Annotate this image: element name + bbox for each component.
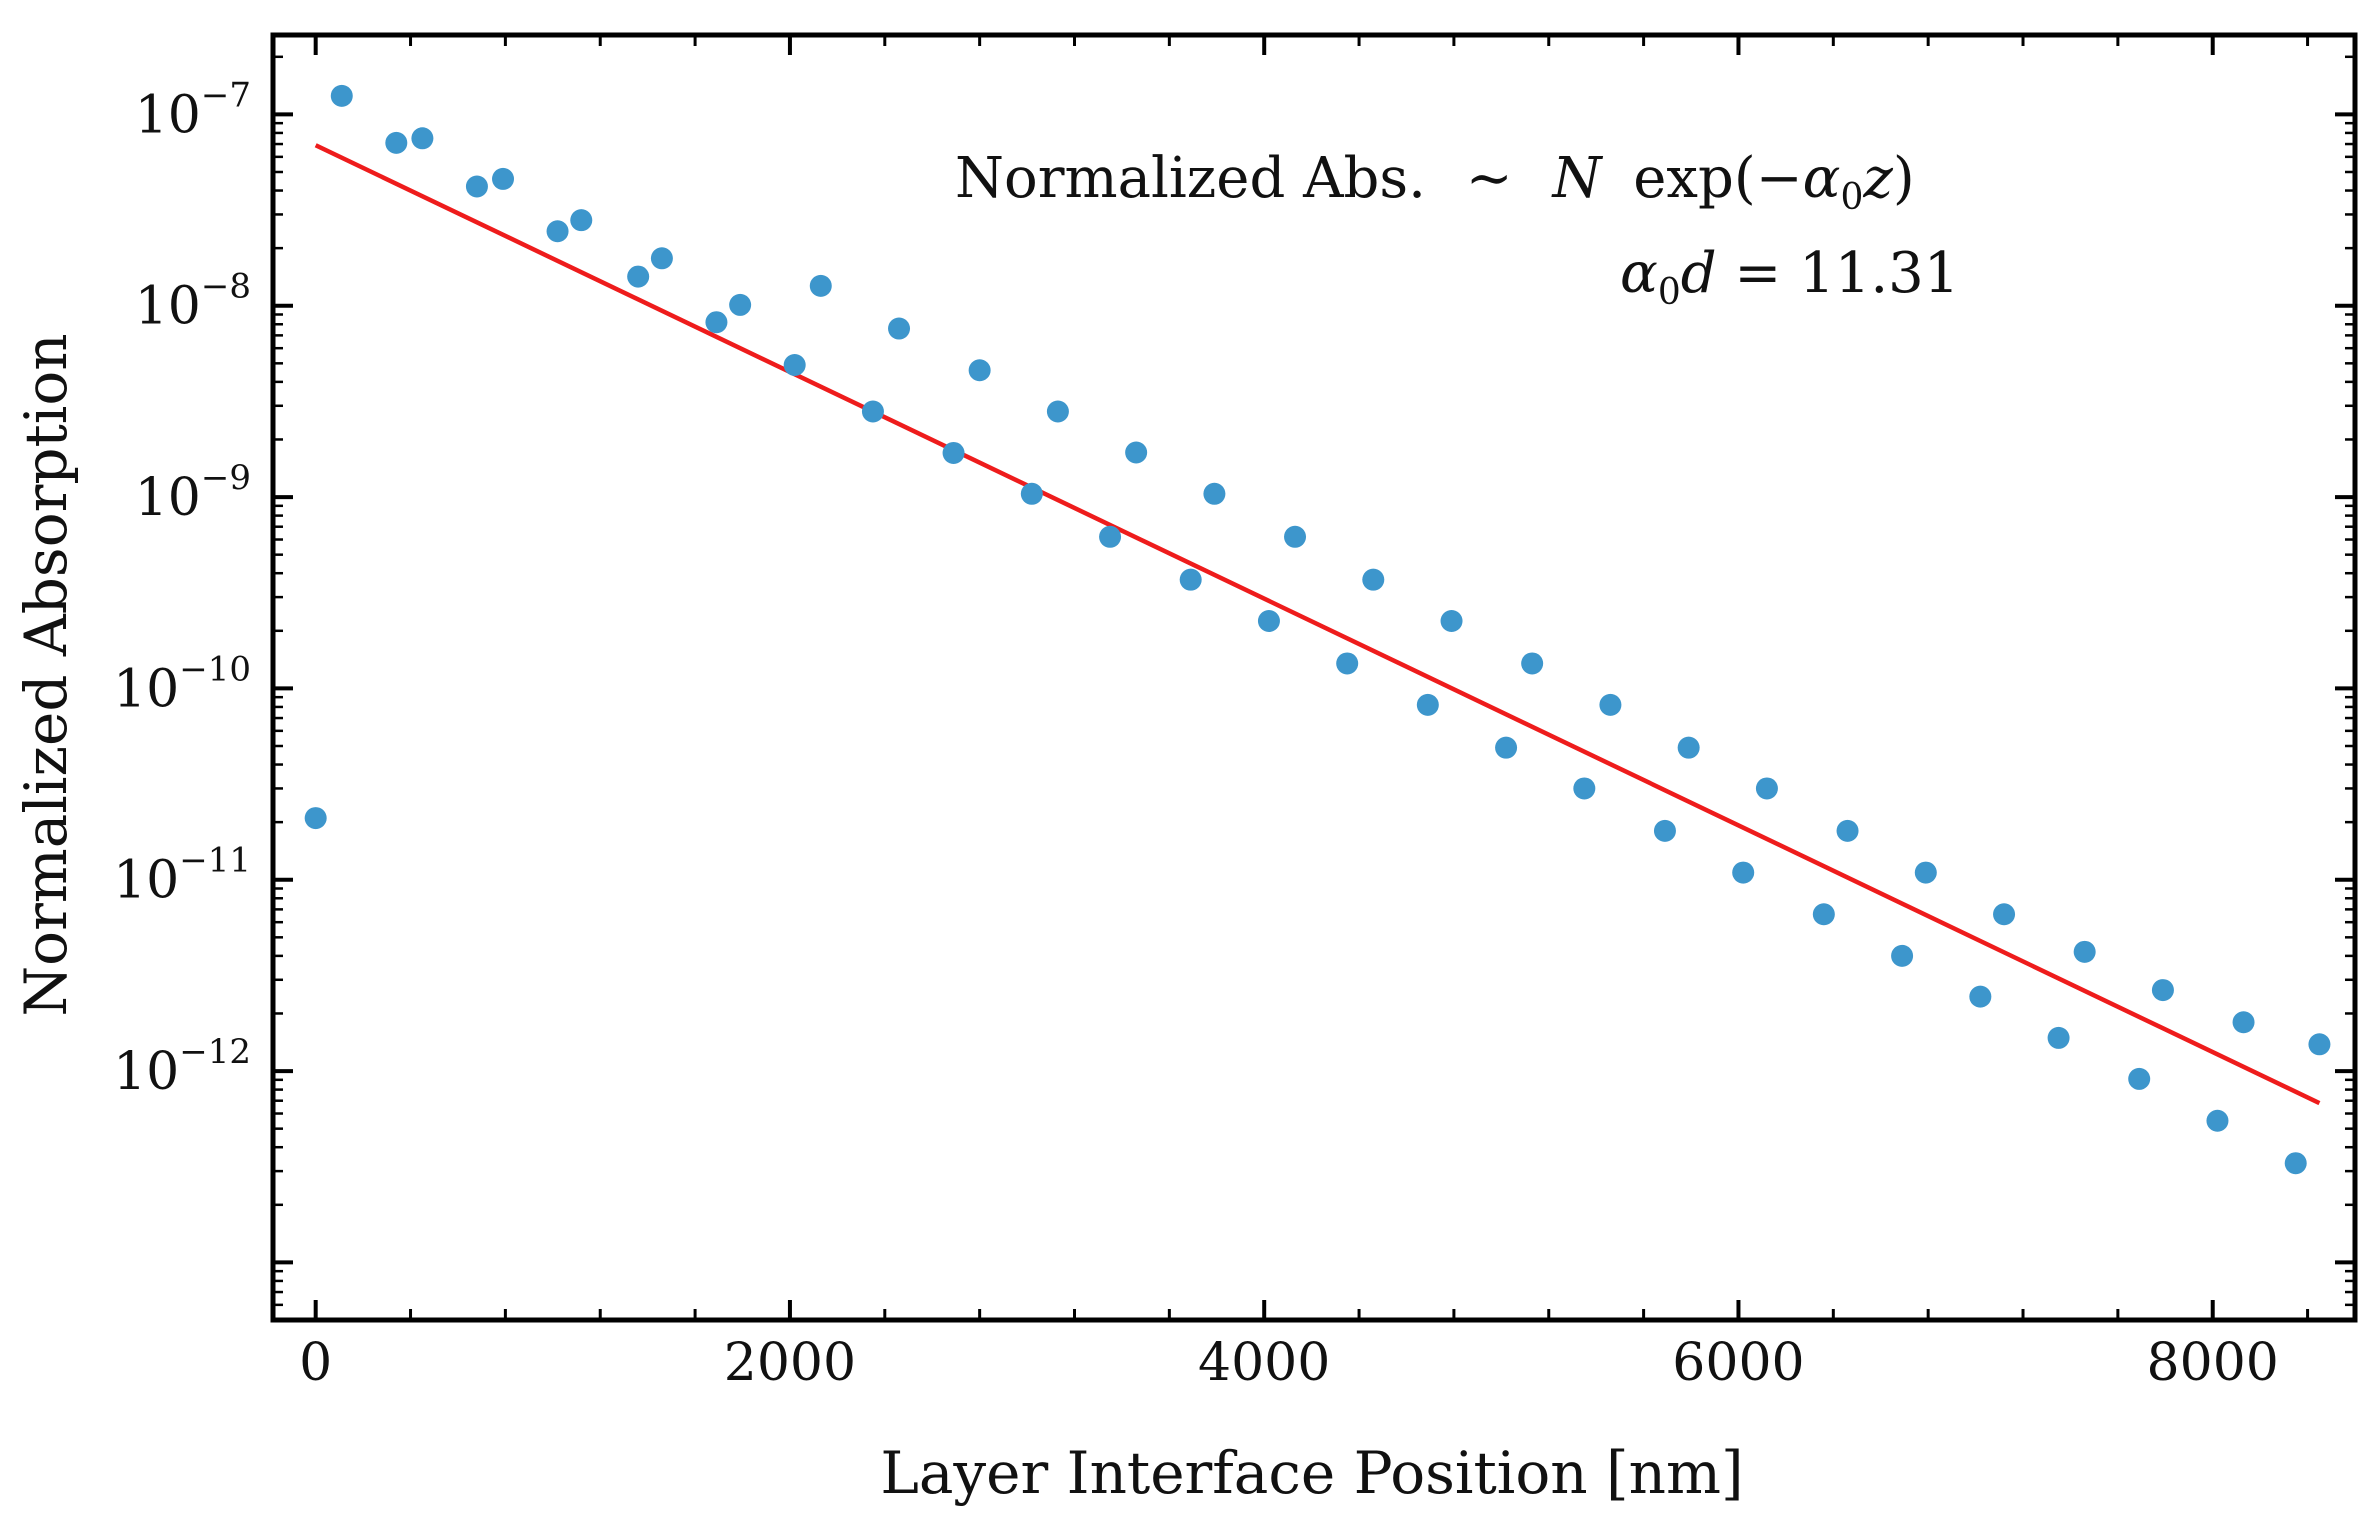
data-point [1416, 693, 1439, 716]
data-point [1891, 944, 1914, 967]
data-point [1257, 610, 1280, 633]
data-point [2047, 1026, 2070, 1049]
y-tick-base: 10 [113, 659, 179, 719]
data-point [627, 265, 650, 288]
data-point [1732, 861, 1755, 884]
data-point [2284, 1152, 2307, 1175]
data-point [888, 317, 911, 340]
y-tick-base: 10 [113, 851, 179, 911]
data-point [729, 293, 752, 316]
data-point [1284, 525, 1307, 548]
x-tick-label: 6000 [1672, 1333, 1804, 1393]
data-point [1755, 777, 1778, 800]
data-point [1336, 652, 1359, 675]
annotation-n: N [1550, 146, 1603, 211]
annotation-z: z [1862, 146, 1893, 211]
data-point [1914, 861, 1937, 884]
data-point [1495, 736, 1518, 759]
x-tick-label: 0 [299, 1333, 332, 1393]
data-point [385, 131, 408, 154]
data-point [1969, 985, 1992, 1008]
annotation2-alpha: α [1620, 241, 1658, 306]
data-point [1046, 400, 1069, 423]
y-axis-title: Normalized Absorption [12, 333, 80, 1016]
data-point [2206, 1109, 2229, 1132]
data-point [2128, 1067, 2151, 1090]
data-point [783, 354, 806, 377]
data-point [1653, 819, 1676, 842]
data-point [1099, 525, 1122, 548]
data-point [1677, 736, 1700, 759]
annotation-text: Normalized Abs. [955, 146, 1426, 211]
data-point [705, 311, 728, 334]
y-tick-exponent: −7 [201, 75, 251, 115]
data-point [2073, 940, 2096, 963]
data-point [968, 359, 991, 382]
y-tick-base: 10 [113, 1042, 179, 1102]
data-point [650, 247, 673, 270]
y-tick-base: 10 [135, 85, 201, 145]
data-point [1362, 568, 1385, 591]
data-point [465, 175, 488, 198]
data-point [411, 127, 434, 150]
data-point [2232, 1011, 2255, 1034]
y-tick-exponent: −11 [179, 841, 251, 881]
x-tick-labels: 0 2000 4000 6000 8000 [299, 1333, 2279, 1393]
annotation2-alpha-sub: 0 [1658, 272, 1681, 313]
y-tick-label: 10−7 [135, 75, 251, 145]
y-tick-label: 10−9 [135, 458, 251, 528]
data-point [1573, 777, 1596, 800]
annotation2-d: d [1681, 241, 1717, 306]
data-point [1599, 693, 1622, 716]
data-point [1836, 819, 1859, 842]
plot-frame [270, 32, 2358, 1323]
annotation-formula: Normalized Abs. ∼ N exp(−α0z) [955, 146, 1915, 218]
data-point [2308, 1033, 2331, 1056]
x-tick-label: 4000 [1198, 1333, 1330, 1393]
data-point [809, 274, 832, 297]
annotation-alpha: α [1803, 146, 1841, 211]
y-tick-exponent: −9 [201, 458, 251, 498]
x-tick-label: 8000 [2147, 1333, 2279, 1393]
y-tick-label: 10−12 [113, 1032, 251, 1102]
data-point [1203, 482, 1226, 505]
data-point [1020, 482, 1043, 505]
annotation-close: ) [1893, 146, 1915, 211]
y-tick-base: 10 [135, 277, 201, 337]
y-tick-base: 10 [135, 468, 201, 528]
data-point [570, 209, 593, 232]
annotation2-eq: = 11.31 [1717, 241, 1960, 306]
data-point [1521, 652, 1544, 675]
data-points [304, 84, 2331, 1175]
data-point [492, 167, 515, 190]
data-point [1125, 441, 1148, 464]
annotation-value: α0d = 11.31 [1620, 241, 1959, 313]
data-point [1440, 610, 1463, 633]
y-tick-exponent: −10 [179, 649, 251, 689]
x-tick-label: 2000 [724, 1333, 856, 1393]
data-point [1179, 568, 1202, 591]
data-point [2151, 979, 2174, 1002]
data-point [1812, 903, 1835, 926]
x-axis-title: Layer Interface Position [nm] [880, 1439, 1743, 1507]
data-point [546, 220, 569, 243]
data-point [330, 84, 353, 107]
data-point [861, 400, 884, 423]
data-point [942, 441, 965, 464]
annotation-exp: exp(− [1633, 146, 1802, 211]
y-tick-label: 10−10 [113, 649, 251, 719]
data-point [304, 807, 327, 830]
fit-line [314, 143, 2321, 1106]
data-point [1993, 903, 2016, 926]
y-tick-exponent: −8 [201, 267, 251, 307]
annotation-alpha-sub: 0 [1840, 177, 1863, 218]
y-tick-exponent: −12 [179, 1032, 251, 1072]
y-tick-label: 10−11 [113, 841, 251, 911]
y-tick-label: 10−8 [135, 267, 251, 337]
annotation-sim: ∼ [1466, 146, 1513, 211]
